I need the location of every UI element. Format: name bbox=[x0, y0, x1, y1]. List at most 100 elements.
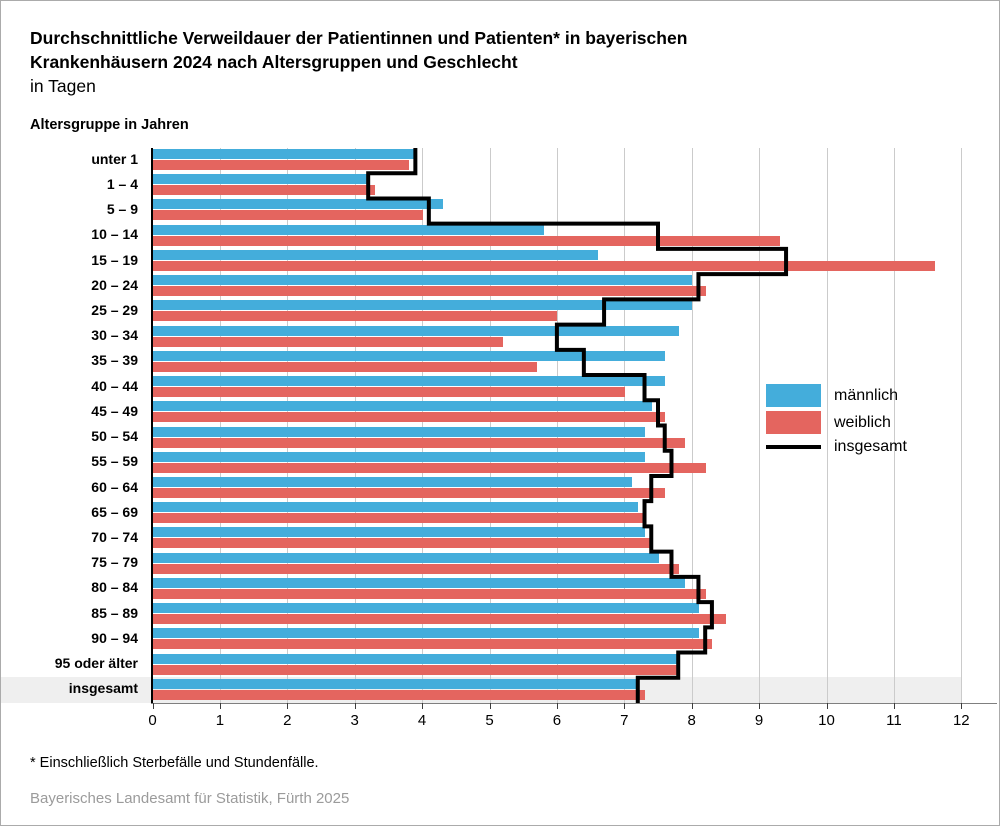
bar-male-1 bbox=[153, 149, 416, 159]
legend-swatch-female bbox=[766, 411, 821, 434]
row-label-4: 10 – 14 bbox=[91, 226, 138, 243]
row-label-15: 65 – 69 bbox=[91, 503, 138, 520]
source-credit: Bayerisches Landesamt für Statistik, Für… bbox=[30, 790, 350, 807]
x-tick-7 bbox=[624, 703, 626, 709]
legend-swatch-male bbox=[766, 384, 821, 407]
bar-female-12 bbox=[153, 437, 686, 448]
row-label-1: unter 1 bbox=[91, 150, 138, 167]
row-label-14: 60 – 64 bbox=[91, 478, 138, 495]
x-tick-label-7: 7 bbox=[620, 712, 629, 729]
row-label-12: 50 – 54 bbox=[91, 428, 138, 445]
x-tick-label-5: 5 bbox=[485, 712, 494, 729]
row-label-6: 20 – 24 bbox=[91, 276, 138, 293]
y-axis-line bbox=[151, 148, 153, 703]
x-tick-12 bbox=[961, 703, 963, 709]
x-tick-8 bbox=[691, 703, 693, 709]
x-tick-2 bbox=[287, 703, 289, 709]
gridline-x6 bbox=[556, 148, 558, 703]
row-label-10: 40 – 44 bbox=[91, 377, 138, 394]
bar-female-4 bbox=[153, 235, 780, 246]
row-label-17: 75 – 79 bbox=[91, 554, 138, 571]
bar-male-5 bbox=[153, 249, 598, 260]
row-label-8: 30 – 34 bbox=[91, 327, 138, 344]
gridline-x4 bbox=[422, 148, 424, 703]
footnote: * Einschließlich Sterbefälle und Stunden… bbox=[30, 755, 319, 771]
bar-male-20 bbox=[153, 628, 699, 639]
gridline-x11 bbox=[893, 148, 895, 703]
chart-title: Durchschnittliche Verweildauer der Patie… bbox=[30, 26, 687, 98]
bar-male-14 bbox=[153, 476, 632, 487]
bar-female-8 bbox=[153, 336, 504, 347]
x-tick-label-11: 11 bbox=[886, 712, 902, 729]
gridline-x7 bbox=[624, 148, 626, 703]
bar-male-21 bbox=[153, 653, 679, 664]
bar-female-5 bbox=[153, 260, 935, 271]
bar-male-2 bbox=[153, 174, 369, 185]
bar-female-1 bbox=[153, 160, 410, 170]
legend: männlich weiblich insgesamt bbox=[766, 384, 907, 460]
gridline-x12 bbox=[961, 148, 963, 703]
legend-label-total: insgesamt bbox=[834, 438, 907, 455]
bar-female-17 bbox=[153, 563, 679, 574]
x-tick-6 bbox=[556, 703, 558, 709]
bar-female-3 bbox=[153, 210, 423, 221]
bar-female-19 bbox=[153, 614, 726, 625]
gridline-x3 bbox=[354, 148, 356, 703]
bar-male-18 bbox=[153, 577, 686, 588]
bar-male-11 bbox=[153, 401, 652, 412]
row-label-19: 85 – 89 bbox=[91, 604, 138, 621]
bar-male-15 bbox=[153, 502, 639, 513]
gridline-x8 bbox=[691, 148, 693, 703]
x-tick-11 bbox=[893, 703, 895, 709]
row-label-2: 1 – 4 bbox=[106, 175, 138, 192]
title-line-1: Durchschnittliche Verweildauer der Patie… bbox=[30, 28, 688, 48]
row-label-9: 35 – 39 bbox=[91, 352, 138, 369]
row-label-22: insgesamt bbox=[68, 680, 138, 697]
x-tick-label-4: 4 bbox=[417, 712, 427, 729]
row-label-21: 95 oder älter bbox=[54, 655, 138, 672]
row-label-11: 45 – 49 bbox=[91, 402, 138, 419]
x-axis-line bbox=[151, 703, 997, 704]
legend-swatch-total bbox=[766, 439, 821, 455]
bar-female-11 bbox=[153, 412, 666, 423]
bar-female-10 bbox=[153, 387, 625, 398]
bar-male-22 bbox=[153, 678, 639, 689]
row-label-13: 55 – 59 bbox=[91, 453, 138, 470]
bar-male-6 bbox=[153, 275, 693, 286]
row-label-3: 5 – 9 bbox=[106, 201, 138, 218]
x-tick-4 bbox=[422, 703, 424, 709]
bar-female-15 bbox=[153, 513, 646, 524]
x-tick-label-3: 3 bbox=[350, 712, 359, 729]
legend-label-female: weiblich bbox=[834, 413, 891, 431]
x-tick-10 bbox=[826, 703, 828, 709]
row-label-16: 70 – 74 bbox=[91, 529, 138, 545]
bar-male-17 bbox=[153, 552, 659, 563]
gridline-x9 bbox=[759, 148, 761, 703]
x-tick-label-10: 10 bbox=[818, 712, 835, 729]
bar-female-7 bbox=[153, 311, 558, 322]
x-tick-3 bbox=[354, 703, 356, 709]
bar-male-16 bbox=[153, 527, 646, 538]
bar-female-13 bbox=[153, 462, 706, 473]
bar-male-13 bbox=[153, 451, 646, 462]
bar-male-7 bbox=[153, 300, 693, 311]
row-label-7: 25 – 29 bbox=[91, 301, 138, 318]
x-tick-9 bbox=[759, 703, 761, 709]
bar-female-22 bbox=[153, 689, 646, 700]
bar-male-10 bbox=[153, 376, 666, 387]
bar-female-6 bbox=[153, 286, 706, 297]
bar-male-8 bbox=[153, 325, 679, 336]
x-tick-1 bbox=[219, 703, 221, 709]
x-tick-label-8: 8 bbox=[687, 712, 696, 729]
gridline-x2 bbox=[287, 148, 289, 703]
gridline-x1 bbox=[219, 148, 221, 703]
bar-female-16 bbox=[153, 538, 652, 549]
bar-female-9 bbox=[153, 361, 538, 372]
bar-female-20 bbox=[153, 639, 713, 650]
legend-label-male: männlich bbox=[834, 386, 899, 404]
gridline-x5 bbox=[489, 148, 491, 703]
bar-female-2 bbox=[153, 185, 376, 196]
row-label-20: 90 – 94 bbox=[91, 629, 138, 646]
